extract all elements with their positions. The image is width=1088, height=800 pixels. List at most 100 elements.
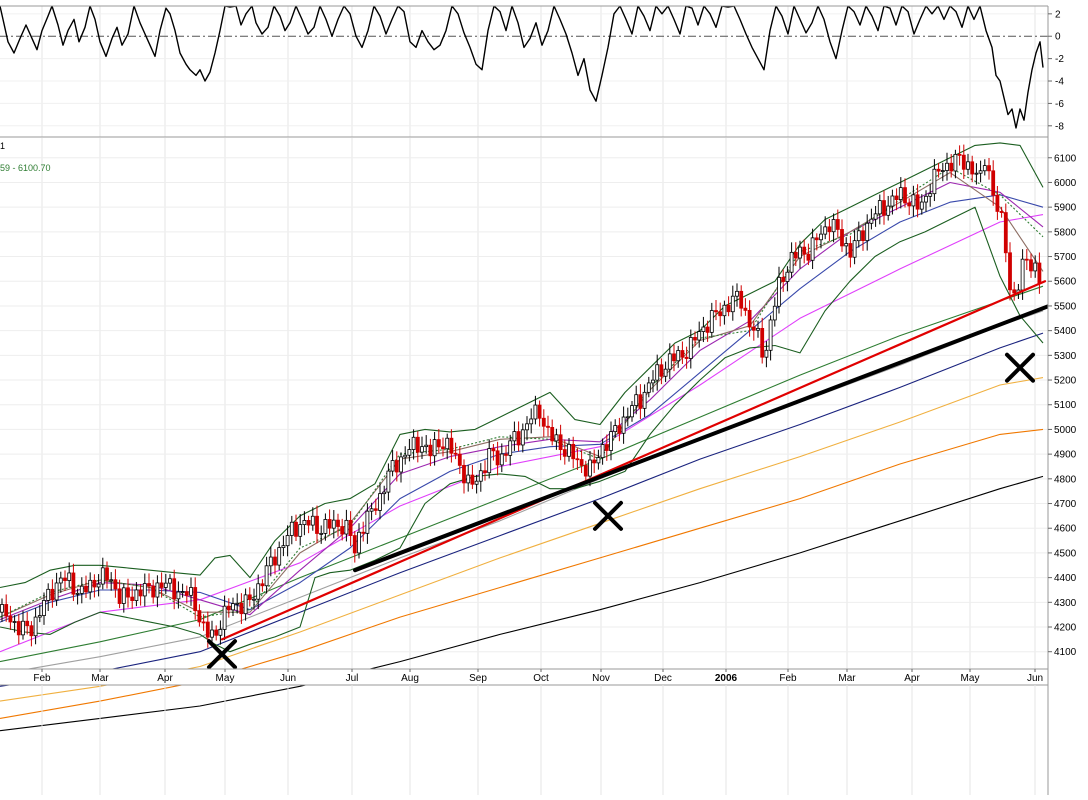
candle-down	[806, 253, 811, 261]
oscillator-y-tick-label: -2	[1055, 54, 1064, 65]
candle-down	[193, 587, 198, 611]
candle-down	[604, 444, 609, 451]
price-y-axis: 6100 6000 5900 5800 5700 5600 5500 5400 5300 5200…	[1048, 153, 1077, 658]
candle-up	[945, 162, 949, 171]
price-y-tick-label: 6100	[1054, 153, 1077, 164]
price-y-tick-label: 4400	[1054, 573, 1077, 584]
candle-down	[457, 453, 462, 466]
candle-down	[987, 165, 991, 172]
candle-down	[571, 443, 576, 460]
candle-up	[168, 578, 172, 584]
candle-down	[827, 226, 832, 233]
candle-up	[0, 604, 4, 613]
candle-down	[327, 519, 332, 529]
candle-up	[869, 218, 874, 224]
candle-up	[445, 437, 450, 450]
candle-up	[365, 510, 370, 534]
candle-up	[323, 519, 328, 534]
price-y-tick-label: 5100	[1054, 400, 1077, 411]
candle-down	[793, 251, 798, 259]
candle-down	[315, 515, 319, 534]
candle-up	[54, 582, 59, 601]
candle-down	[575, 458, 580, 461]
candle-up	[525, 423, 529, 431]
candle-up	[369, 508, 374, 512]
candle-down	[999, 211, 1004, 213]
candle-up	[978, 170, 983, 174]
candle-down	[751, 326, 756, 331]
candle-up	[243, 594, 248, 615]
price-y-tick-label: 5900	[1054, 203, 1077, 214]
candle-down	[1024, 258, 1029, 261]
bottom-panel-grid	[41, 685, 1036, 795]
candle-up	[966, 161, 970, 170]
candle-up	[810, 237, 815, 261]
x-axis-band	[0, 669, 1048, 685]
candle-up	[163, 582, 168, 588]
x-tick-label: Oct	[533, 673, 549, 684]
moving-average-line	[0, 285, 1044, 663]
candle-up	[567, 443, 571, 457]
candle-down	[495, 450, 500, 466]
candle-up	[58, 577, 63, 584]
candle-up	[222, 605, 227, 630]
oscillator-y-tick-label: -4	[1055, 77, 1064, 88]
candle-up	[529, 418, 534, 425]
candle-down	[436, 439, 441, 448]
oscillator-y-axis: 2 0 -2 -4 -6 -8	[1048, 9, 1064, 132]
candle-up	[256, 583, 261, 600]
x-tick-label: Feb	[779, 673, 797, 684]
candle-up	[231, 603, 235, 611]
x-tick-label: Nov	[592, 673, 610, 684]
candle-up	[609, 431, 613, 451]
candle-down	[92, 579, 97, 588]
candle-down	[29, 625, 34, 637]
candle-up	[621, 416, 626, 434]
price-y-tick-label: 5600	[1054, 277, 1077, 288]
candle-up	[79, 585, 84, 594]
candle-up	[378, 493, 382, 511]
candle-down	[781, 276, 786, 282]
candle-down	[71, 572, 76, 595]
candle-up	[701, 326, 706, 332]
candle-up	[411, 436, 416, 450]
candle-up	[877, 200, 882, 215]
candle-up	[474, 480, 479, 485]
candle-down	[138, 589, 143, 597]
candle-up	[667, 353, 672, 370]
x-tick-label: Mar	[838, 673, 856, 684]
candle-up	[588, 459, 592, 477]
moving-average-line	[0, 214, 1044, 653]
candle-down	[714, 310, 718, 313]
x-tick-label: Jun	[1027, 673, 1043, 684]
candle-down	[659, 364, 664, 377]
legend-fragment-2: 59 - 6100.70	[0, 163, 51, 173]
candle-down	[848, 243, 853, 258]
price-y-tick-label: 4200	[1054, 623, 1077, 634]
candle-down	[546, 425, 550, 428]
price-y-tick-label: 5400	[1054, 326, 1077, 337]
candle-down	[705, 326, 710, 333]
oscillator-y-tick-label: 2	[1055, 9, 1061, 20]
candle-up	[709, 310, 714, 333]
moving-average-line	[0, 310, 1044, 675]
candle-up	[403, 454, 408, 458]
candle-down	[197, 610, 202, 623]
candle-down	[105, 567, 109, 581]
candle-up	[331, 519, 336, 529]
x-mark-annotation	[593, 500, 623, 531]
candle-down	[201, 621, 206, 624]
x-mark-stroke	[1005, 352, 1035, 383]
candle-down	[491, 448, 496, 452]
candle-down	[373, 508, 378, 511]
candle-up	[777, 276, 781, 307]
candle-down	[537, 404, 542, 419]
candle-up	[932, 168, 937, 195]
top-margin	[0, 0, 1088, 6]
candle-up	[310, 515, 315, 526]
candle-down	[1012, 289, 1017, 294]
candle-down	[957, 153, 962, 156]
candle-down	[579, 459, 584, 466]
